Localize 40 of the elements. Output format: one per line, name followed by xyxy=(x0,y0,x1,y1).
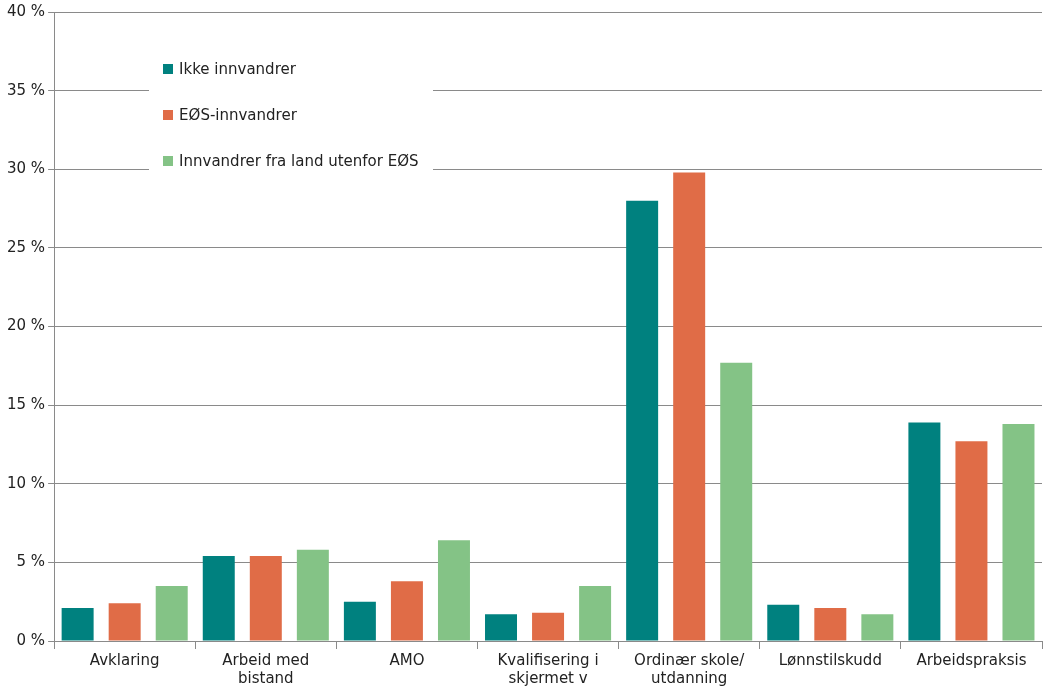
x-tick-label: Avklaring xyxy=(89,650,160,669)
bar xyxy=(1002,424,1035,641)
bar xyxy=(202,556,235,641)
bar xyxy=(108,603,141,641)
y-tick-label: 15 % xyxy=(7,395,46,414)
bar xyxy=(485,614,518,641)
y-tick-label: 5 % xyxy=(16,552,46,571)
y-tick-label: 10 % xyxy=(7,473,46,492)
bar xyxy=(155,585,188,641)
bar xyxy=(390,581,423,641)
y-tick-label: 25 % xyxy=(7,237,46,256)
bar xyxy=(861,614,894,641)
bar xyxy=(767,604,800,641)
y-tick-label: 30 % xyxy=(7,159,46,178)
bar xyxy=(908,422,941,641)
y-tick-label: 20 % xyxy=(7,316,46,335)
bar xyxy=(437,540,470,641)
bar xyxy=(296,549,329,641)
x-tick-label: Arbeid med bistand xyxy=(222,650,310,687)
bar xyxy=(532,612,565,641)
y-tick-label: 40 % xyxy=(7,1,46,20)
x-tick-label: Arbeidspraksis xyxy=(916,650,1027,669)
legend-label: Innvandrer fra land utenfor EØS xyxy=(178,151,419,172)
y-tick-label: 35 % xyxy=(7,80,46,99)
y-tick-label: 0 % xyxy=(16,630,46,649)
bar xyxy=(814,607,847,641)
legend-label: EØS-innvandrer xyxy=(178,105,298,126)
bar xyxy=(626,200,659,641)
x-tick-label: Ordinær skole/ utdanning xyxy=(634,650,746,687)
x-tick-label: Lønnstilskudd xyxy=(778,650,882,669)
x-tick-label: Kvalifisering i skjermet v xyxy=(497,650,599,687)
x-tick-label: AMO xyxy=(389,650,425,669)
bar xyxy=(61,607,94,641)
bar xyxy=(343,601,376,641)
bar xyxy=(673,172,706,641)
bar xyxy=(249,556,282,641)
bar xyxy=(720,362,753,641)
legend-label: Ikke innvandrer xyxy=(178,59,297,80)
bar xyxy=(579,585,612,641)
bar xyxy=(955,441,988,641)
